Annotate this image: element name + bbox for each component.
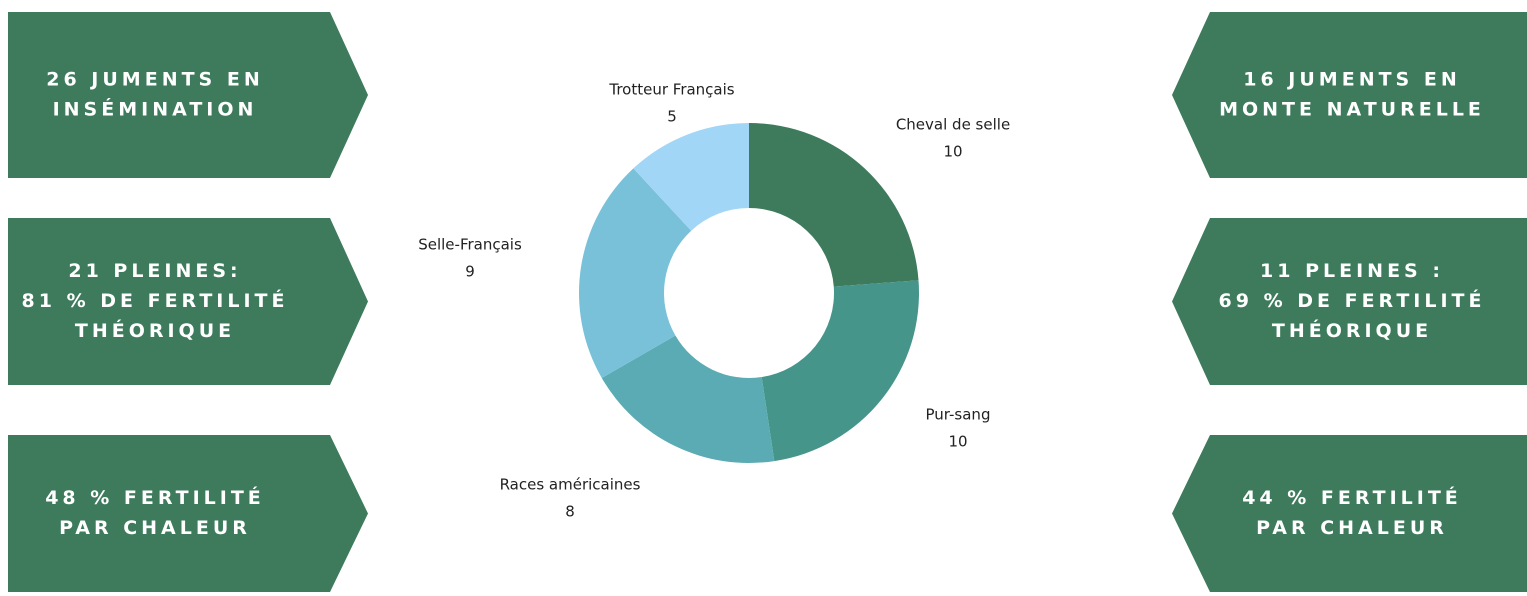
panel-text: 81 % DE FERTILITÉ [22,289,289,312]
panel [1172,218,1527,385]
slice-value: 8 [565,503,575,521]
panel-text: 11 PLEINES : [1260,260,1444,282]
slice-label: Pur-sang [926,406,991,424]
panel-text: PAR CHALEUR [59,517,251,539]
panel [1172,12,1527,178]
donut-slice [601,335,775,463]
panel-text: 69 % DE FERTILITÉ [1219,289,1486,312]
panel-text: 48 % FERTILITÉ [45,486,265,509]
panel [1172,435,1527,592]
slice-label: Cheval de selle [896,116,1010,134]
slice-label: Trotteur Français [608,81,734,99]
donut-slice [633,123,749,231]
panel [8,12,368,178]
panel-text: PAR CHALEUR [1256,517,1448,539]
donut-slice [579,168,692,378]
slice-value: 10 [948,433,967,451]
panel-text: 16 JUMENTS EN [1243,69,1460,91]
panel [8,218,368,385]
slice-value: 5 [667,108,677,126]
panel-text: 21 PLEINES: [68,260,241,282]
panel-text: INSÉMINATION [53,98,258,121]
slice-label: Selle-Français [418,236,522,254]
panel-text: 44 % FERTILITÉ [1242,486,1462,509]
panel-text: THÉORIQUE [1272,319,1432,342]
slice-value: 10 [943,143,962,161]
slice-value: 9 [465,263,475,281]
panel-text: THÉORIQUE [75,319,235,342]
donut-slice [761,280,919,462]
slice-label: Races américaines [500,476,641,494]
panel-text: 26 JUMENTS EN [46,69,263,91]
panel-text: MONTE NATURELLE [1219,99,1485,121]
donut-slice [749,123,919,287]
panel [8,435,368,592]
